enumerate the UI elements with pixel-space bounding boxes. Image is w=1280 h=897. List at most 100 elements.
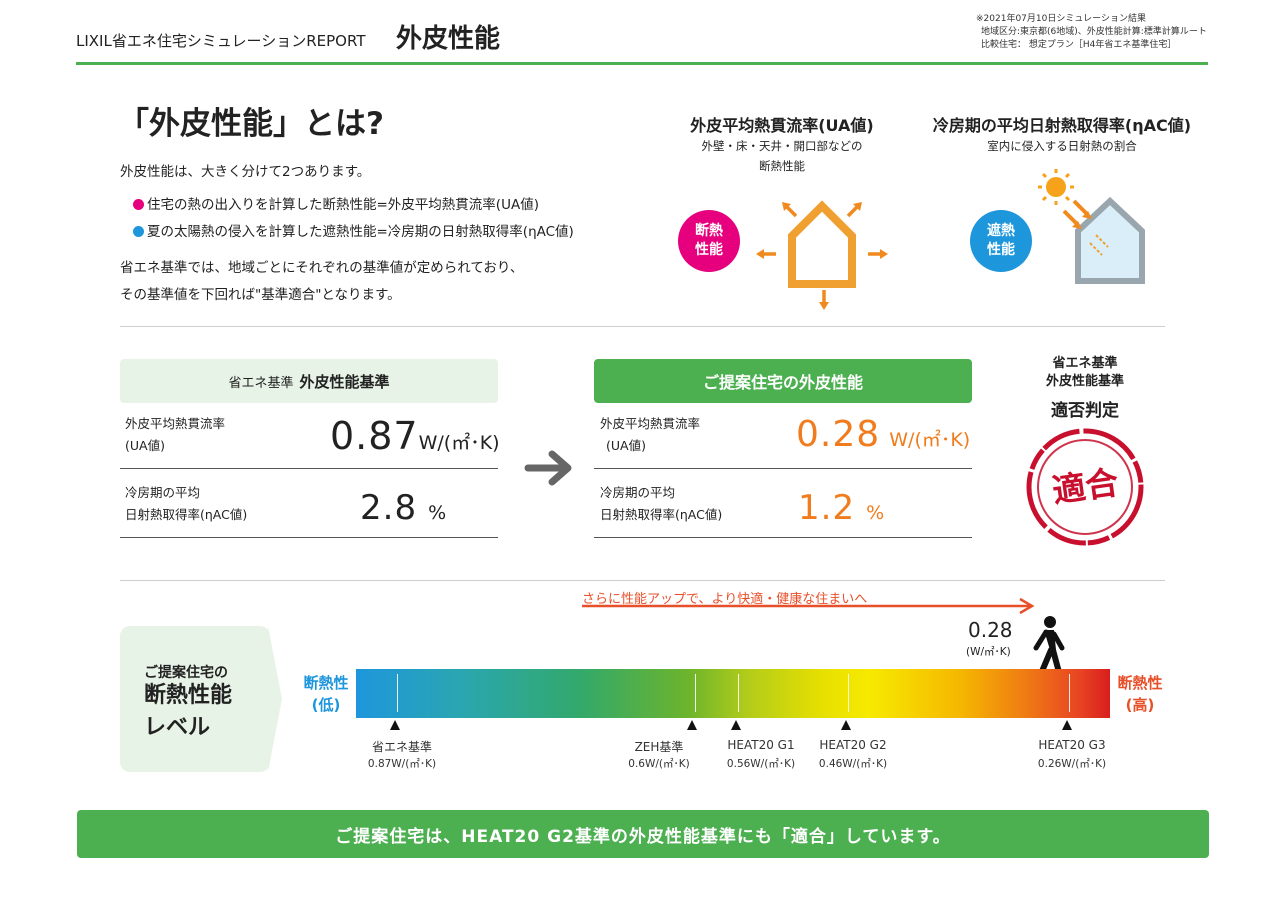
current-ua-value: 0.28 bbox=[968, 618, 1013, 642]
marker-g1-value: 0.56W/(㎡･K) bbox=[726, 758, 796, 770]
proposal-panel-header: ご提案住宅の外皮性能 bbox=[594, 359, 972, 403]
standard-eta-label: 冷房期の平均 日射熱取得率(ηAC値) bbox=[125, 482, 247, 526]
marker-zeh-icon bbox=[687, 720, 697, 730]
pink-bullet-icon bbox=[133, 199, 144, 210]
high-insulation-label: 断熱性 (高) bbox=[1110, 672, 1170, 716]
marker-zeh-name: ZEH基準 bbox=[634, 740, 684, 754]
judgement-line2: 外皮性能基準 bbox=[1045, 374, 1124, 389]
insulation-badge-line1: 断熱 bbox=[695, 223, 723, 239]
proposal-ua-label-line1: 外皮平均熱貫流率 bbox=[600, 416, 701, 431]
house-solar-gain-icon bbox=[1038, 169, 1145, 284]
header-divider bbox=[76, 62, 1208, 65]
conclusion-banner: ご提案住宅は、HEAT20 G2基準の外皮性能基準にも「適合」しています。 bbox=[77, 810, 1209, 858]
insulation-badge-line2: 性能 bbox=[695, 242, 723, 258]
intro-note-1: 省エネ基準では、地域ごとにそれぞれの基準値が定められており、 bbox=[120, 260, 524, 276]
bullet-solar-text: 夏の太陽熱の侵入を計算した遮熱性能=冷房期の日射熱取得率(ηAC値) bbox=[147, 224, 574, 240]
judgement-heading: 省エネ基準 外皮性能基準 bbox=[1025, 355, 1145, 391]
bullet-insulation: 住宅の熱の出入りを計算した断熱性能=外皮平均熱貫流率(UA値) bbox=[133, 193, 539, 213]
proposal-ua-value: 0.28 bbox=[796, 414, 881, 455]
insulation-badge: 断熱 性能 bbox=[678, 210, 740, 272]
marker-g2-value: 0.46W/(㎡･K) bbox=[818, 758, 888, 770]
standard-panel-header: 省エネ基準 外皮性能基準 bbox=[120, 359, 498, 403]
standard-ua-label: 外皮平均熱貫流率 (UA値) bbox=[125, 413, 225, 457]
upgrade-arrow-text: さらに性能アップで、より快適・健康な住まいへ bbox=[582, 592, 868, 607]
marker-g3-value: 0.26W/(㎡･K) bbox=[1037, 758, 1107, 770]
insulation-level-bar bbox=[356, 669, 1110, 718]
ua-concept-desc: 外壁・床・天井・開口部などの 断熱性能 bbox=[676, 136, 888, 176]
house-heat-loss-icon bbox=[756, 200, 888, 310]
proposal-eta-value-group: 1.2 % bbox=[798, 488, 884, 528]
level-label-box: ご提案住宅の 断熱性能 レベル bbox=[120, 626, 282, 772]
eta-concept-desc: 室内に侵入する日射熱の割合 bbox=[987, 139, 1137, 153]
tick-g1 bbox=[738, 674, 739, 712]
tick-standard bbox=[397, 674, 398, 712]
tick-g3 bbox=[1069, 674, 1070, 712]
high-label-line2: (高) bbox=[1125, 696, 1155, 714]
section-divider-2 bbox=[120, 580, 1165, 581]
marker-standard-name: 省エネ基準 bbox=[371, 740, 432, 754]
proposal-eta-unit: % bbox=[866, 502, 885, 524]
shielding-badge: 遮熱 性能 bbox=[970, 210, 1032, 272]
shielding-badge-line1: 遮熱 bbox=[987, 223, 1015, 239]
marker-standard-value: 0.87W/(㎡･K) bbox=[367, 758, 437, 770]
eta-concept-title: 冷房期の平均日射熱取得率(ηAC値) bbox=[932, 116, 1192, 135]
note-compare: 比較住宅： 想定プラン［H4年省エネ基準住宅］ bbox=[981, 40, 1177, 50]
report-brand: LIXIL省エネ住宅シミュレーションREPORT bbox=[76, 32, 366, 50]
proposal-ua-label-line2: (UA値) bbox=[606, 438, 646, 453]
standard-ua-label-line2: (UA値) bbox=[125, 438, 165, 453]
low-insulation-label: 断熱性 (低) bbox=[296, 672, 356, 716]
blue-bullet-icon bbox=[133, 226, 144, 237]
marker-g1-icon bbox=[731, 720, 741, 730]
low-label-line1: 断熱性 bbox=[303, 674, 349, 692]
section-divider-1 bbox=[120, 326, 1165, 327]
upgrade-arrow-icon bbox=[582, 597, 1035, 615]
level-box-line2: 断熱性能 bbox=[144, 683, 233, 708]
proposal-bottom-rule bbox=[594, 537, 972, 538]
standard-ua-unit: W/(㎡･K) bbox=[418, 432, 500, 454]
standard-eta-label-line2: 日射熱取得率(ηAC値) bbox=[125, 507, 248, 522]
level-box-tab-icon bbox=[268, 626, 282, 772]
marker-g1-name: HEAT20 G1 bbox=[727, 738, 795, 752]
marker-standard-icon bbox=[390, 720, 400, 730]
proposal-eta-label: 冷房期の平均 日射熱取得率(ηAC値) bbox=[600, 482, 722, 526]
shielding-badge-line2: 性能 bbox=[987, 242, 1015, 258]
marker-zeh-value: 0.6W/(㎡･K) bbox=[628, 758, 690, 770]
proposal-eta-value: 1.2 bbox=[798, 488, 856, 528]
standard-eta-label-line1: 冷房期の平均 bbox=[125, 485, 201, 500]
bullet-solar: 夏の太陽熱の侵入を計算した遮熱性能=冷房期の日射熱取得率(ηAC値) bbox=[133, 220, 574, 240]
marker-g3-icon bbox=[1062, 720, 1072, 730]
low-label-line2: (低) bbox=[311, 696, 341, 714]
marker-g2-name: HEAT20 G2 bbox=[819, 738, 887, 752]
ua-desc-line1: 外壁・床・天井・開口部などの bbox=[701, 139, 863, 153]
page-title: 外皮性能 bbox=[396, 24, 501, 54]
bullet-insulation-text: 住宅の熱の出入りを計算した断熱性能=外皮平均熱貫流率(UA値) bbox=[147, 197, 539, 213]
intro-heading: 「外皮性能」とは? bbox=[118, 106, 384, 142]
tick-g2 bbox=[848, 674, 849, 712]
judgement-title: 適否判定 bbox=[1051, 401, 1119, 421]
standard-row-divider bbox=[120, 468, 498, 469]
level-box-line3: レベル bbox=[144, 715, 211, 740]
note-region: 地域区分:東京都(6地域)、外皮性能計算:標準計算ルート bbox=[981, 27, 1207, 37]
marker-g3-name: HEAT20 G3 bbox=[1038, 738, 1106, 752]
standard-ua-value-group: 0.87W/(㎡･K) bbox=[330, 414, 500, 458]
proposal-eta-label-line1: 冷房期の平均 bbox=[600, 485, 676, 500]
high-label-line1: 断熱性 bbox=[1117, 674, 1163, 692]
proposal-ua-unit: W/(㎡･K) bbox=[889, 429, 971, 451]
proposal-eta-label-line2: 日射熱取得率(ηAC値) bbox=[600, 507, 723, 522]
proposal-row-divider bbox=[594, 468, 972, 469]
proposal-ua-label: 外皮平均熱貫流率 (UA値) bbox=[600, 413, 700, 457]
arrow-right-icon bbox=[524, 450, 572, 486]
standard-eta-value: 2.8 bbox=[360, 488, 418, 528]
judgement-line1: 省エネ基準 bbox=[1052, 356, 1118, 371]
standard-title: 外皮性能基準 bbox=[299, 372, 390, 391]
standard-bottom-rule bbox=[120, 537, 498, 538]
standard-ua-label-line1: 外皮平均熱貫流率 bbox=[125, 416, 226, 431]
ua-desc-line2: 断熱性能 bbox=[759, 159, 805, 173]
standard-title-prefix: 省エネ基準 bbox=[228, 375, 294, 391]
intro-note-2: その基準値を下回れば"基準適合"となります。 bbox=[120, 287, 401, 303]
proposal-ua-value-group: 0.28 W/(㎡･K) bbox=[796, 414, 970, 455]
standard-ua-value: 0.87 bbox=[330, 414, 419, 458]
level-box-line1: ご提案住宅の bbox=[144, 665, 228, 681]
compliance-stamp bbox=[1026, 428, 1144, 546]
current-ua-unit: (W/㎡･K) bbox=[966, 646, 1011, 658]
